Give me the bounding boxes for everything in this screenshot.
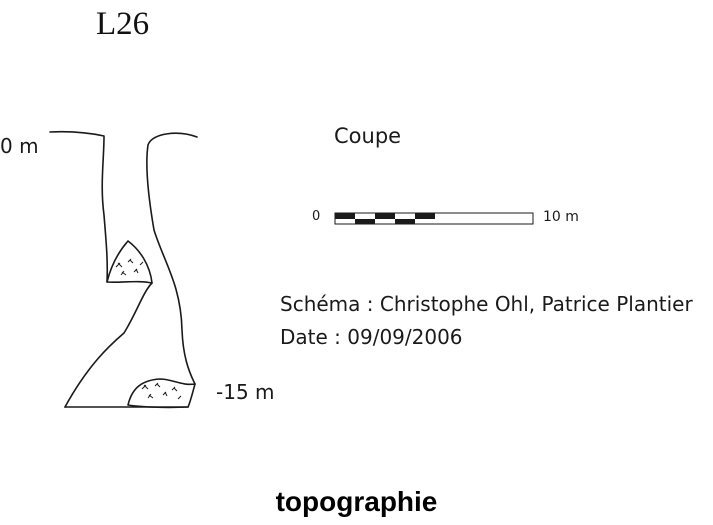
- scale-bar: [334, 212, 534, 225]
- footer-title: topographie: [275, 486, 438, 517]
- author-credit: Schéma : Christophe Ohl, Patrice Plantie…: [280, 292, 693, 316]
- depth-label-bottom: -15 m: [216, 380, 275, 404]
- section-label: Coupe: [334, 124, 402, 148]
- cave-id-title: L26: [96, 6, 150, 42]
- rubble-marks: [115, 258, 182, 400]
- cave-wall-right: [146, 132, 198, 385]
- bottom-debris: [127, 378, 196, 409]
- survey-date: Date : 09/09/2006: [280, 325, 463, 349]
- cave-wall-lower: [64, 282, 153, 408]
- cave-wall-left: [49, 130, 109, 283]
- scale-end-label: 10 m: [543, 209, 579, 225]
- depth-label-top: 0 m: [0, 134, 39, 158]
- debris-ledge: [106, 240, 153, 284]
- scale-start-label: 0: [312, 209, 321, 224]
